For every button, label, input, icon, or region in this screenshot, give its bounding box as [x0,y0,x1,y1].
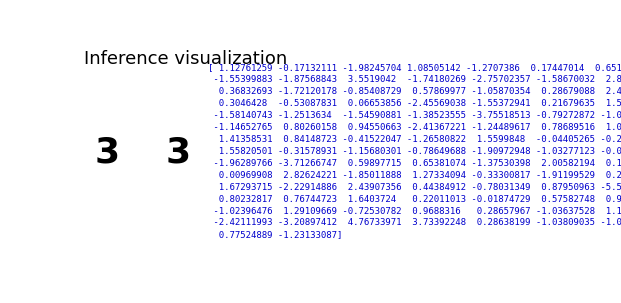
Text: [ 1.12761259 -0.17132111 -1.98245704 1.08505142 -1.2707386  0.17447014  0.651942: [ 1.12761259 -0.17132111 -1.98245704 1.0… [208,63,621,72]
Text: 1.55820501 -0.31578931 -1.15680301 -0.78649688 -1.90972948 -1.03277123 -0.060760: 1.55820501 -0.31578931 -1.15680301 -0.78… [208,147,621,156]
Text: -1.96289766 -3.71266747  0.59897715  0.65381074 -1.37530398  2.00582194  0.13061: -1.96289766 -3.71266747 0.59897715 0.653… [208,159,621,168]
Text: Inference visualization: Inference visualization [84,50,287,68]
Text: -2.42111993 -3.20897412  4.76733971  3.73392248  0.28638199 -1.03809035 -1.01216: -2.42111993 -3.20897412 4.76733971 3.733… [208,218,621,228]
Text: 0.80232817  0.76744723  1.6403724   0.22011013 -0.01874729  0.57582748  0.959757: 0.80232817 0.76744723 1.6403724 0.220110… [208,195,621,204]
Text: -1.02396476  1.29109669 -0.72530782  0.9688316   0.28657967 -1.03637528  1.11477: -1.02396476 1.29109669 -0.72530782 0.968… [208,207,621,215]
Text: 1.41358531  0.84148723 -0.41522047 -1.26580822  1.5599848  -0.04405265 -0.230923: 1.41358531 0.84148723 -0.41522047 -1.265… [208,135,621,144]
Text: 0.3046428  -0.53087831  0.06653856 -2.45569038 -1.55372941  0.21679635  1.520676: 0.3046428 -0.53087831 0.06653856 -2.4556… [208,99,621,108]
Text: -1.14652765  0.80260158  0.94550663 -2.41367221 -1.24489617  0.78689516  1.01618: -1.14652765 0.80260158 0.94550663 -2.413… [208,123,621,132]
Text: 3: 3 [94,136,120,170]
Text: 0.00969908  2.82624221 -1.85011888  1.27334094 -0.33300817 -1.91199529  0.216638: 0.00969908 2.82624221 -1.85011888 1.2733… [208,171,621,180]
Text: 0.36832693 -1.72120178 -0.85408729  0.57869977 -1.05870354  0.28679088  2.427416: 0.36832693 -1.72120178 -0.85408729 0.578… [208,87,621,96]
Text: 3: 3 [166,136,191,170]
Text: -1.55399883 -1.87568843  3.5519042  -1.74180269 -2.75702357 -1.58670032  2.89596: -1.55399883 -1.87568843 3.5519042 -1.741… [208,75,621,84]
Text: -1.58140743 -1.2513634  -1.54590881 -1.38523555 -3.75518513 -0.79272872 -1.07254: -1.58140743 -1.2513634 -1.54590881 -1.38… [208,111,621,120]
Text: 1.67293715 -2.22914886  2.43907356  0.44384912 -0.78031349  0.87950963 -5.506569: 1.67293715 -2.22914886 2.43907356 0.4438… [208,183,621,192]
Text: 0.77524889 -1.23133087]: 0.77524889 -1.23133087] [208,230,342,239]
